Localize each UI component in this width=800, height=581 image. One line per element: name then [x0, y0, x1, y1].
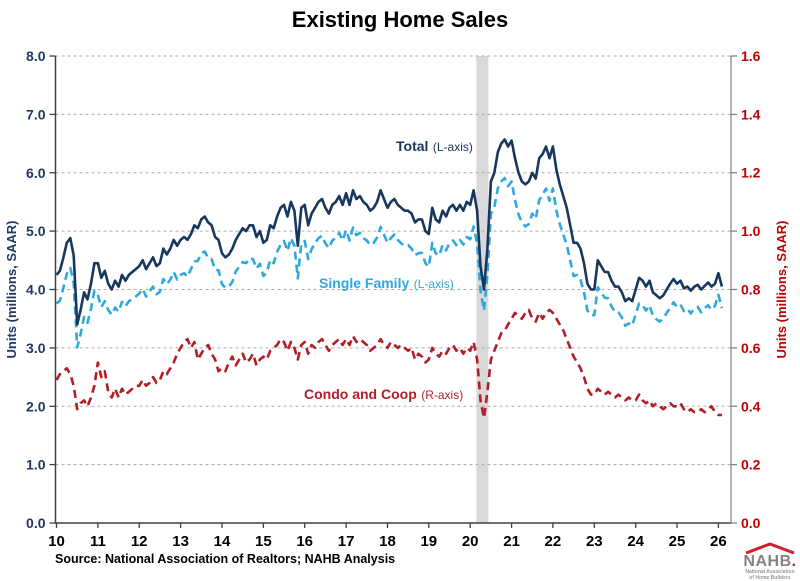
x-axis-tick-label: 13 — [172, 533, 189, 550]
x-axis-tick-label: 15 — [255, 533, 272, 550]
annotation-total-label: Total — [396, 138, 429, 154]
nahb-logo-text: NAHB — [743, 553, 792, 570]
x-axis-tick-label: 21 — [503, 533, 520, 550]
left-axis-tick-label: 8.0 — [26, 48, 46, 64]
right-axis-tick-label: 1.4 — [741, 106, 761, 122]
x-axis-tick-label: 17 — [338, 533, 355, 550]
nahb-logo-subtitle-1: National Association — [745, 569, 795, 575]
annotation-condo-coop-label: Condo and Coop — [304, 386, 417, 402]
x-axis-tick-label: 16 — [296, 533, 313, 550]
x-axis-tick-label: 26 — [710, 533, 727, 550]
annotation-condo-coop: Condo and Coop (R-axis) — [304, 386, 463, 404]
right-axis-tick-label: 1.6 — [741, 48, 761, 64]
right-axis-tick-label: 0.0 — [741, 515, 761, 531]
x-axis-tick-label: 10 — [48, 533, 65, 550]
x-axis-tick-label: 12 — [131, 533, 148, 550]
annotation-single-family-label: Single Family — [319, 275, 410, 291]
left-axis-tick-label: 6.0 — [26, 165, 46, 181]
right-axis-title: Units (millions, SAAR) — [774, 221, 789, 359]
x-axis-tick-label: 23 — [586, 533, 603, 550]
nahb-logo-dot: . — [791, 553, 797, 570]
left-axis-tick-label: 7.0 — [26, 106, 46, 122]
annotation-total-axis-ref: (L-axis) — [432, 140, 473, 154]
left-axis-tick-label: 5.0 — [26, 223, 46, 239]
single-family-line — [55, 176, 724, 349]
x-axis-tick-label: 20 — [462, 533, 479, 550]
right-axis-tick-label: 1.0 — [741, 223, 761, 239]
right-axis-tick-label: 0.8 — [741, 282, 761, 298]
x-axis-tick-label: 22 — [545, 533, 562, 550]
right-axis-tick-label: 0.6 — [741, 340, 761, 356]
x-axis-tick-label: 24 — [627, 533, 644, 550]
x-axis-tick-label: 19 — [420, 533, 437, 550]
left-axis-tick-label: 3.0 — [26, 340, 46, 356]
chart-title: Existing Home Sales — [291, 7, 509, 32]
x-axis-tick-label: 18 — [379, 533, 396, 550]
nahb-logo-subtitle-2: of Home Builders — [749, 575, 791, 581]
annotation-single-family-axis-ref: (L-axis) — [413, 277, 454, 291]
right-axis-tick-label: 1.2 — [741, 165, 761, 181]
left-axis-title: Units (millions, SAAR) — [4, 221, 19, 359]
left-axis-tick-label: 4.0 — [26, 282, 46, 298]
x-axis-tick-label: 14 — [214, 533, 231, 550]
condo-coop-line — [55, 308, 722, 420]
nahb-logo: NAHB. National Association of Home Build… — [742, 542, 798, 581]
left-axis-tick-label: 2.0 — [26, 398, 46, 414]
x-axis-tick-label: 25 — [669, 533, 686, 550]
left-axis-tick-label: 1.0 — [26, 457, 46, 473]
annotation-single-family: Single Family (L-axis) — [319, 275, 454, 293]
left-axis-tick-label: 0.0 — [26, 515, 46, 531]
total-line — [55, 138, 724, 326]
nahb-roof-icon — [745, 542, 795, 554]
annotation-condo-coop-axis-ref: (R-axis) — [421, 388, 464, 402]
right-axis-tick-label: 0.4 — [741, 398, 761, 414]
x-axis-tick-label: 11 — [90, 533, 106, 550]
nahb-logo-word: NAHB. — [742, 553, 798, 570]
annotation-total: Total (L-axis) — [396, 138, 473, 156]
source-note: Source: National Association of Realtors… — [55, 552, 396, 566]
right-axis-tick-label: 0.2 — [741, 457, 761, 473]
